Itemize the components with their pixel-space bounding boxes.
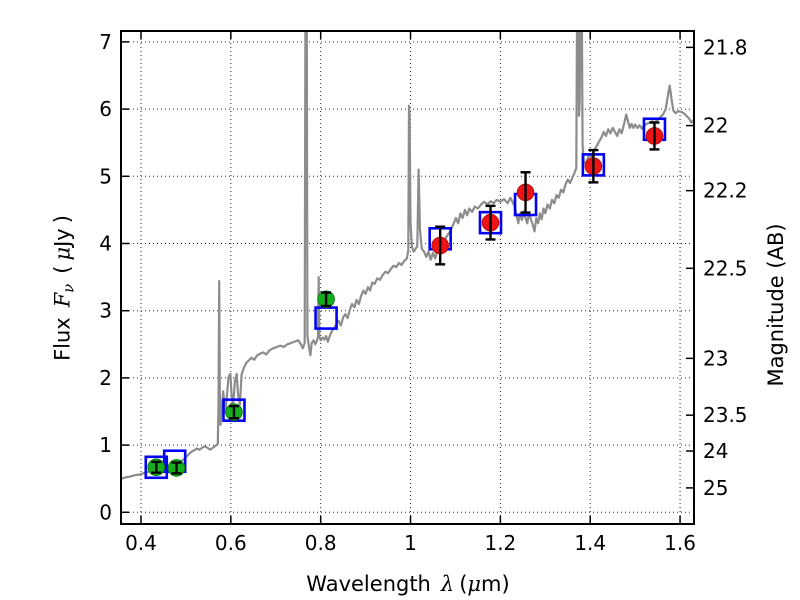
plot-frame (120, 30, 695, 525)
y-tick-label-mag: 25 (703, 476, 728, 500)
flux-symbol: F (50, 292, 75, 308)
x-tick-label: 0.8 (305, 531, 337, 555)
y-tick-label-flux: 6 (99, 97, 112, 121)
y-tick-label-mag: 23 (703, 346, 728, 370)
y-axis-label-left: FluxFν(μJy) (50, 215, 78, 361)
mu-symbol: μ (467, 572, 482, 596)
y-tick-label-flux: 2 (99, 366, 112, 390)
y-tick-label-mag: 22 (703, 114, 728, 138)
x-tick-label: 1 (404, 531, 417, 555)
model-photometry (144, 117, 667, 480)
model-square-marker (144, 455, 169, 480)
tick-marks (121, 31, 694, 524)
y-tick-label-flux: 1 (99, 433, 112, 457)
y-tick-label-flux: 7 (99, 30, 112, 54)
observed-nir-point (431, 127, 664, 255)
y-tick-label-flux: 4 (99, 231, 112, 255)
nu-subscript: ν (60, 283, 78, 293)
x-tick-label: 1.6 (664, 531, 696, 555)
lambda-symbol: λ (440, 572, 455, 596)
x-axis-label: Wavelength λ (μm) (306, 572, 510, 596)
y-tick-label-mag: 22.2 (703, 179, 748, 203)
y-tick-label-mag: 21.8 (703, 35, 748, 59)
model-spectrum-line (121, 31, 694, 480)
y-axis-label-name: Flux (50, 317, 75, 361)
y-tick-label-flux: 3 (99, 299, 112, 323)
error-bars (151, 121, 660, 475)
x-tick-label: 1.2 (484, 531, 516, 555)
gridlines (121, 31, 694, 524)
y-tick-label-flux: 0 (99, 500, 112, 524)
y-tick-label-mag: 23.5 (703, 403, 748, 427)
x-tick-label: 0.4 (125, 531, 157, 555)
x-axis-label-name: Wavelength (306, 572, 431, 596)
y-tick-label-mag: 22.5 (703, 256, 748, 280)
x-tick-label: 0.6 (215, 531, 247, 555)
y-axis-label-right: Magnitude (AB) (764, 223, 788, 387)
y-tick-label-flux: 5 (99, 164, 112, 188)
x-tick-label: 1.4 (574, 531, 606, 555)
y-tick-label-mag: 24 (703, 439, 728, 463)
mu-symbol: μ (50, 246, 75, 261)
